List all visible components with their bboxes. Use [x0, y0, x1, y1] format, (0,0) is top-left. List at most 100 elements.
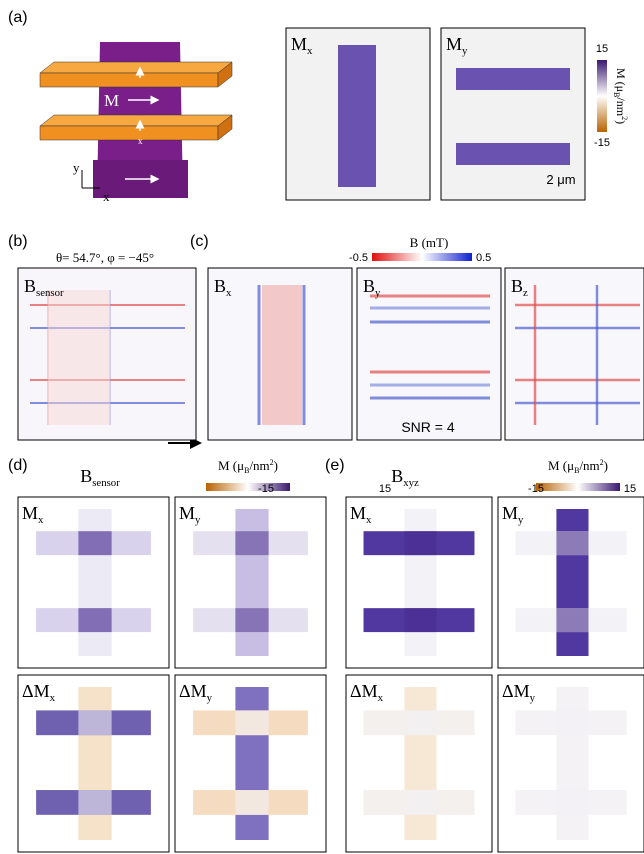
- label-part: ): [614, 120, 628, 124]
- shape: [235, 687, 269, 840]
- shape: [556, 608, 589, 633]
- label: (e): [325, 457, 345, 474]
- label: Mx: [22, 503, 44, 526]
- label: ΔMx: [350, 681, 384, 704]
- colorbar-label: M (μB/nm2): [548, 458, 608, 475]
- label-main: M: [350, 503, 366, 523]
- label-sub: y: [518, 514, 524, 526]
- label-sub: x: [366, 514, 372, 526]
- label: 0.5: [476, 252, 491, 264]
- label-part: /nm: [579, 458, 599, 473]
- label: (b): [8, 233, 28, 250]
- label-part: /nm: [249, 458, 269, 473]
- shape: [78, 531, 112, 556]
- label-main: B: [363, 276, 375, 296]
- shape: [235, 710, 269, 736]
- label-main: M: [179, 503, 195, 523]
- shape: [78, 790, 112, 815]
- label-sub: sensor: [92, 477, 120, 489]
- label-main: B: [24, 276, 36, 296]
- shape: [556, 710, 589, 736]
- label: My: [502, 503, 524, 526]
- label: -15: [258, 483, 274, 495]
- label-main: M: [291, 34, 307, 54]
- label: My: [179, 503, 201, 526]
- device-diagram: [39, 42, 233, 198]
- label: -0.5: [349, 252, 368, 264]
- shape: [404, 608, 437, 633]
- label: Bsensor: [24, 276, 64, 299]
- label: ΔMy: [502, 681, 536, 704]
- label-sub: z: [523, 287, 528, 299]
- colorbar: [597, 60, 607, 132]
- label-part: M (μ: [548, 458, 574, 473]
- label-sup: 2: [620, 116, 629, 120]
- label-part: ): [604, 458, 608, 473]
- label-sub: x: [38, 514, 44, 526]
- label-sub: sensor: [36, 287, 64, 299]
- label-sub: y: [375, 287, 381, 299]
- label: θ= 54.7°, φ = −45°: [56, 250, 154, 265]
- label: (a): [8, 9, 28, 26]
- label: Bxyz: [391, 466, 419, 489]
- label-main: ΔM: [22, 681, 50, 701]
- shape: [78, 608, 112, 633]
- shape: [78, 687, 112, 840]
- shape: [404, 790, 437, 815]
- panel: [440, 27, 586, 201]
- shape: [556, 509, 589, 656]
- label-sub: x: [226, 287, 232, 299]
- label-main: B: [391, 466, 403, 486]
- label-main: ΔM: [350, 681, 378, 701]
- label-sub: B: [244, 466, 249, 475]
- label: 2 μm: [546, 172, 575, 187]
- shape: [404, 710, 437, 736]
- label: x: [103, 189, 110, 204]
- panel: [504, 267, 644, 441]
- label-main: B: [80, 466, 92, 486]
- label-main: M: [502, 503, 518, 523]
- label: 15: [624, 483, 636, 495]
- magnet-bar: [338, 45, 376, 187]
- label-main: B: [511, 276, 523, 296]
- colorbar: [206, 483, 290, 491]
- magnet-bar: [456, 68, 570, 90]
- colorbar: [372, 253, 472, 261]
- shape: [556, 687, 589, 840]
- field-region: [262, 285, 302, 425]
- label-sub: xyz: [403, 477, 419, 489]
- label-sup: 2: [270, 458, 274, 467]
- label-part: M (μ: [218, 458, 244, 473]
- shape: [235, 509, 269, 656]
- shape: [404, 687, 437, 840]
- label: ΔMx: [22, 681, 56, 704]
- label: Mx: [291, 34, 313, 57]
- label: -15: [528, 483, 544, 495]
- shape: [404, 531, 437, 556]
- shape: [78, 710, 112, 736]
- label-sup: 2: [600, 458, 604, 467]
- label-main: ΔM: [179, 681, 207, 701]
- label-part: ): [274, 458, 278, 473]
- label: x: [138, 136, 143, 146]
- label: -15: [594, 137, 610, 149]
- label: By: [363, 276, 381, 299]
- shape: [235, 531, 269, 556]
- shape: [78, 509, 112, 656]
- label: Bz: [511, 276, 528, 299]
- label-part: /nm: [614, 97, 628, 116]
- label: B (mT): [410, 235, 449, 250]
- shape: [404, 509, 437, 656]
- label: y: [73, 160, 80, 175]
- label-sub: y: [530, 692, 536, 704]
- label: (d): [8, 457, 28, 474]
- label-main: M: [446, 34, 462, 54]
- label-sub: y: [195, 514, 201, 526]
- shape: [235, 790, 269, 815]
- label: My: [446, 34, 468, 57]
- label-sub: x: [307, 45, 313, 57]
- shape: [556, 531, 589, 556]
- label-main: B: [214, 276, 226, 296]
- label-sub: B: [574, 466, 579, 475]
